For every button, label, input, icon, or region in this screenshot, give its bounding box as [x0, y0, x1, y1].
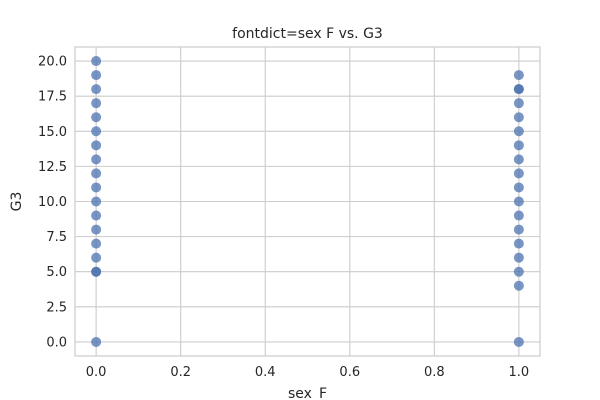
y-tick-label: 0.0 — [46, 335, 67, 350]
data-point — [91, 182, 102, 193]
data-point — [513, 168, 524, 179]
data-point — [91, 140, 102, 151]
data-point — [513, 70, 524, 81]
chart-title: fontdict=sex F vs. G3 — [232, 26, 383, 42]
data-point — [513, 98, 524, 109]
x-tick-label: 0.6 — [339, 365, 360, 380]
data-point — [91, 98, 102, 109]
data-point — [91, 196, 102, 207]
data-point — [513, 182, 524, 193]
data-point — [91, 112, 102, 123]
x-tick-label: 0.4 — [255, 365, 276, 380]
y-tick-label: 17.5 — [38, 90, 67, 105]
x-axis-label: sex_F — [288, 386, 327, 400]
data-points — [91, 56, 524, 347]
data-point — [513, 154, 524, 165]
data-point — [91, 336, 102, 347]
x-tick-label: 1.0 — [509, 365, 530, 380]
data-point — [91, 56, 102, 67]
data-point — [91, 238, 102, 249]
data-point — [513, 112, 524, 123]
data-point — [513, 84, 524, 95]
y-axis-label: G3 — [9, 192, 25, 212]
y-tick-label: 5.0 — [46, 265, 67, 280]
data-point — [513, 238, 524, 249]
data-point — [91, 266, 102, 277]
y-tick-label: 15.0 — [38, 125, 67, 140]
data-point — [91, 84, 102, 95]
data-point — [513, 196, 524, 207]
x-tick-labels: 0.0 0.2 0.4 0.6 0.8 1.0 — [86, 365, 529, 380]
x-tick-label: 0.2 — [170, 365, 191, 380]
data-point — [91, 70, 102, 81]
y-tick-labels: 0.0 2.5 5.0 7.5 10.0 12.5 15.0 17.5 20.0 — [38, 55, 67, 351]
y-tick-label: 20.0 — [38, 55, 67, 70]
data-point — [513, 126, 524, 137]
data-point — [91, 210, 102, 221]
data-point — [513, 210, 524, 221]
x-tick-label: 0.8 — [424, 365, 445, 380]
data-point — [91, 126, 102, 137]
data-point — [513, 280, 524, 291]
data-point — [513, 224, 524, 235]
x-tick-label: 0.0 — [86, 365, 107, 380]
y-tick-label: 7.5 — [46, 230, 67, 245]
y-tick-label: 10.0 — [38, 195, 67, 210]
data-point — [513, 266, 524, 277]
y-tick-label: 2.5 — [46, 300, 67, 315]
data-point — [91, 224, 102, 235]
grid-lines — [75, 47, 540, 356]
data-point — [91, 252, 102, 263]
data-point — [513, 140, 524, 151]
data-point — [91, 154, 102, 165]
data-point — [513, 336, 524, 347]
plot-area — [74, 46, 541, 357]
y-tick-label: 12.5 — [38, 160, 67, 175]
data-point — [513, 252, 524, 263]
data-point — [91, 168, 102, 179]
